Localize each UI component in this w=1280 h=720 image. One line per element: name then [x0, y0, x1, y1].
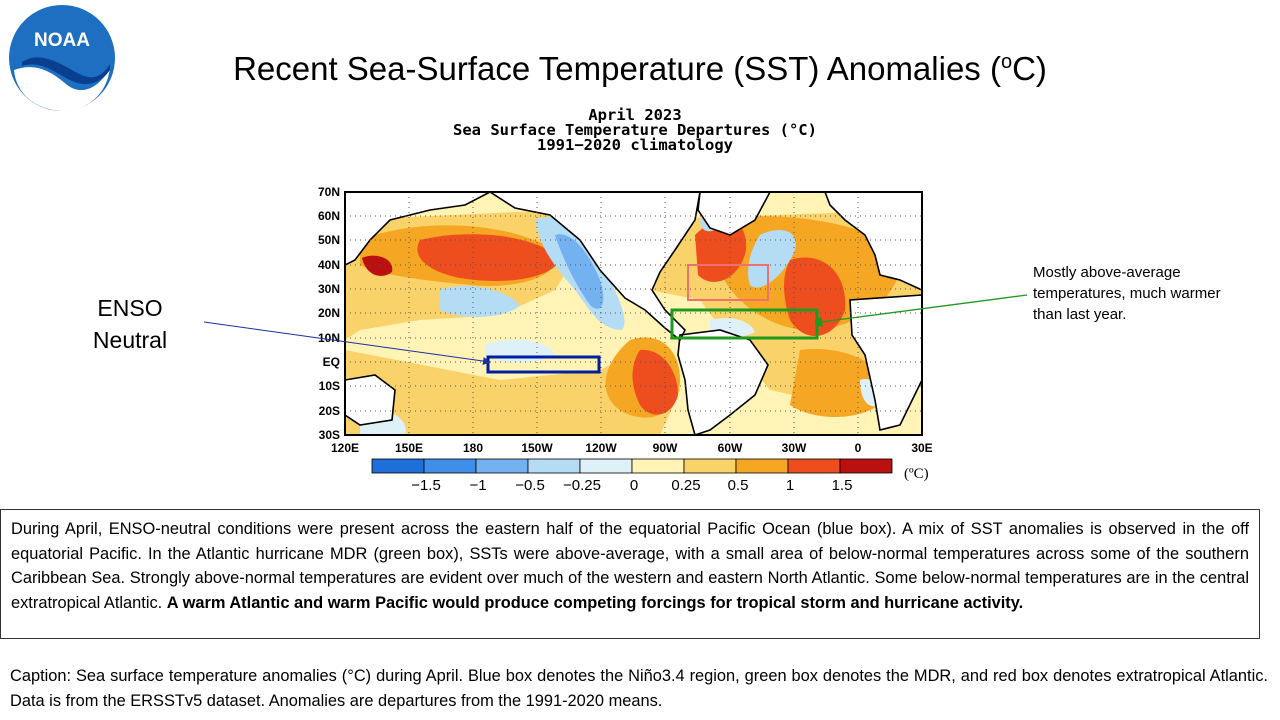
slide-title-unit: C) [1012, 50, 1047, 87]
map-header: April 2023 Sea Surface Temperature Depar… [380, 106, 890, 154]
colorbar-label: 0.5 [728, 477, 749, 494]
anomaly-red-japan [362, 255, 393, 276]
colorbar-unit: (ºC) [904, 466, 929, 482]
summary-box: During April, ENSO-neutral conditions we… [0, 509, 1260, 639]
colorbar-label: −1 [469, 477, 486, 494]
enso-label-line1: ENSO [97, 295, 163, 321]
lat-label: 40N [318, 258, 340, 272]
land-north-america [490, 192, 700, 340]
colorbar-swatch [735, 458, 789, 474]
land-greenland [698, 192, 770, 235]
lon-label: 30W [782, 441, 807, 455]
lon-label: 180 [463, 441, 483, 455]
enso-annotation: ENSO Neutral [60, 292, 200, 356]
enso-label-line2: Neutral [92, 327, 168, 353]
lat-label: 60N [318, 209, 340, 223]
colorbar-swatch [787, 458, 841, 474]
lon-label: 120W [585, 441, 617, 455]
atlantic-arrow [815, 294, 1028, 327]
anomaly-red-east-atlantic [784, 257, 846, 337]
lon-label: 30E [911, 441, 932, 455]
anomaly-cool-gulf-alaska-core [555, 234, 604, 309]
map-title-month: April 2023 [588, 106, 682, 124]
map-frame [344, 191, 923, 436]
anomaly-red-peru [632, 349, 678, 415]
summary-text: During April, ENSO-neutral conditions we… [11, 520, 1249, 612]
lat-label: 70N [318, 185, 340, 199]
sst-anomaly-map: 70N 60N 50N 40N 30N 20N 10N EQ 10S 20S 3… [318, 185, 933, 494]
colorbar-label: 1.5 [832, 477, 853, 494]
land-asia-west [345, 192, 490, 265]
land-eurasia [825, 192, 922, 290]
lat-labels: 70N 60N 50N 40N 30N 20N 10N EQ 10S 20S 3… [318, 185, 340, 442]
colorbar-label: −1.5 [411, 477, 441, 494]
noaa-logo: NOAA [9, 5, 115, 112]
lon-label: 90W [653, 441, 678, 455]
map-grid [345, 192, 922, 435]
extratropical-atlantic-box [687, 264, 769, 301]
lon-labels: 120E 150E 180 150W 120W 90W 60W 30W 0 30… [331, 441, 933, 455]
map-title-climatology: 1991−2020 climatology [537, 136, 733, 154]
lat-label: EQ [323, 355, 340, 369]
lat-label: 20N [318, 306, 340, 320]
map-title-main: Sea Surface Temperature Departures (°C) [453, 121, 817, 139]
lat-label: 50N [318, 233, 340, 247]
atlantic-annotation: Mostly above-average temperatures, much … [1033, 264, 1221, 323]
land-south-america [678, 330, 768, 435]
lat-label: 10S [319, 379, 340, 393]
lon-label: 120E [331, 441, 359, 455]
slide-title-main: Recent Sea-Surface Temperature (SST) Ano… [233, 50, 1001, 87]
caption: Caption: Sea surface temperature anomali… [10, 667, 1268, 710]
noaa-logo-text: NOAA [34, 30, 90, 51]
anomaly-cool-central-atlantic [748, 230, 796, 288]
colorbar-swatch [683, 458, 737, 474]
anomaly-cool-subtropical-pacific [440, 285, 520, 317]
colorbar-swatch [423, 458, 477, 474]
colorbar-label: 1 [786, 477, 794, 494]
colorbar-label: 0.25 [671, 477, 700, 494]
colorbar-swatch [475, 458, 529, 474]
slide-title: Recent Sea-Surface Temperature (SST) Ano… [120, 40, 1160, 91]
anomaly-field [345, 192, 922, 435]
enso-arrow [203, 321, 491, 365]
colorbar-swatch [527, 458, 581, 474]
anomaly-red-gulf-stream [695, 219, 747, 282]
anomaly-red-north-pacific [417, 234, 560, 281]
lon-label: 60W [718, 441, 743, 455]
lat-label: 30N [318, 282, 340, 296]
colorbar [371, 458, 893, 474]
colorbar-label: −0.25 [563, 477, 601, 494]
colorbar-swatch [631, 458, 685, 474]
colorbar-label: 0 [630, 477, 638, 494]
anomaly-warm-south [345, 340, 680, 435]
colorbar-swatch [371, 458, 425, 474]
colorbar-label: −0.5 [515, 477, 545, 494]
colorbar-swatch [839, 458, 893, 474]
slide-title-degree: o [1000, 51, 1013, 73]
lon-label: 150E [395, 441, 423, 455]
lat-label: 30S [319, 428, 340, 442]
coastlines [345, 192, 922, 435]
lat-label: 10N [318, 331, 340, 345]
land-australia [345, 375, 395, 425]
colorbar-labels: −1.5 −1 −0.5 −0.25 0 0.25 0.5 1 1.5 [411, 477, 852, 494]
lon-label: 150W [521, 441, 553, 455]
lat-label: 20S [319, 404, 340, 418]
lon-label: 0 [855, 441, 862, 455]
summary-bold-text: A warm Atlantic and warm Pacific would p… [166, 593, 1024, 612]
colorbar-swatch [579, 458, 633, 474]
